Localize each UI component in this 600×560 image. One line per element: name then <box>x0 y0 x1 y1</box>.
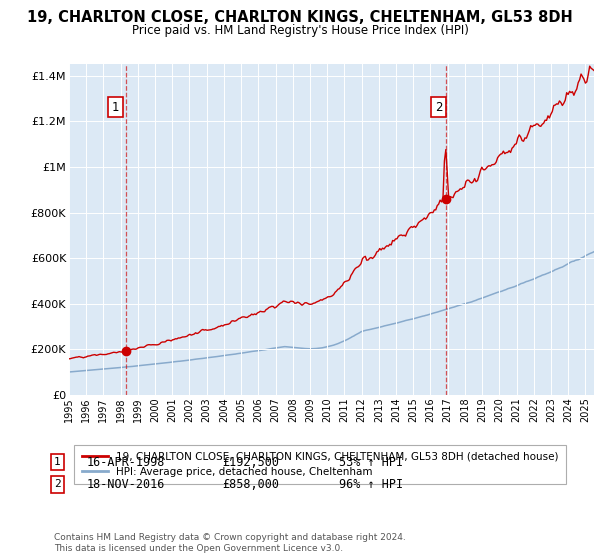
Text: £858,000: £858,000 <box>222 478 279 491</box>
Text: Contains HM Land Registry data © Crown copyright and database right 2024.
This d: Contains HM Land Registry data © Crown c… <box>54 533 406 553</box>
Text: 19, CHARLTON CLOSE, CHARLTON KINGS, CHELTENHAM, GL53 8DH: 19, CHARLTON CLOSE, CHARLTON KINGS, CHEL… <box>27 10 573 25</box>
Text: 2: 2 <box>54 479 61 489</box>
Text: 96% ↑ HPI: 96% ↑ HPI <box>339 478 403 491</box>
Text: Price paid vs. HM Land Registry's House Price Index (HPI): Price paid vs. HM Land Registry's House … <box>131 24 469 36</box>
Text: 18-NOV-2016: 18-NOV-2016 <box>87 478 166 491</box>
Text: 1: 1 <box>54 457 61 467</box>
Text: £192,500: £192,500 <box>222 455 279 469</box>
Legend: 19, CHARLTON CLOSE, CHARLTON KINGS, CHELTENHAM, GL53 8DH (detached house), HPI: : 19, CHARLTON CLOSE, CHARLTON KINGS, CHEL… <box>74 445 566 484</box>
Text: 2: 2 <box>435 101 442 114</box>
Text: 53% ↑ HPI: 53% ↑ HPI <box>339 455 403 469</box>
Text: 1: 1 <box>112 101 119 114</box>
Text: 16-APR-1998: 16-APR-1998 <box>87 455 166 469</box>
